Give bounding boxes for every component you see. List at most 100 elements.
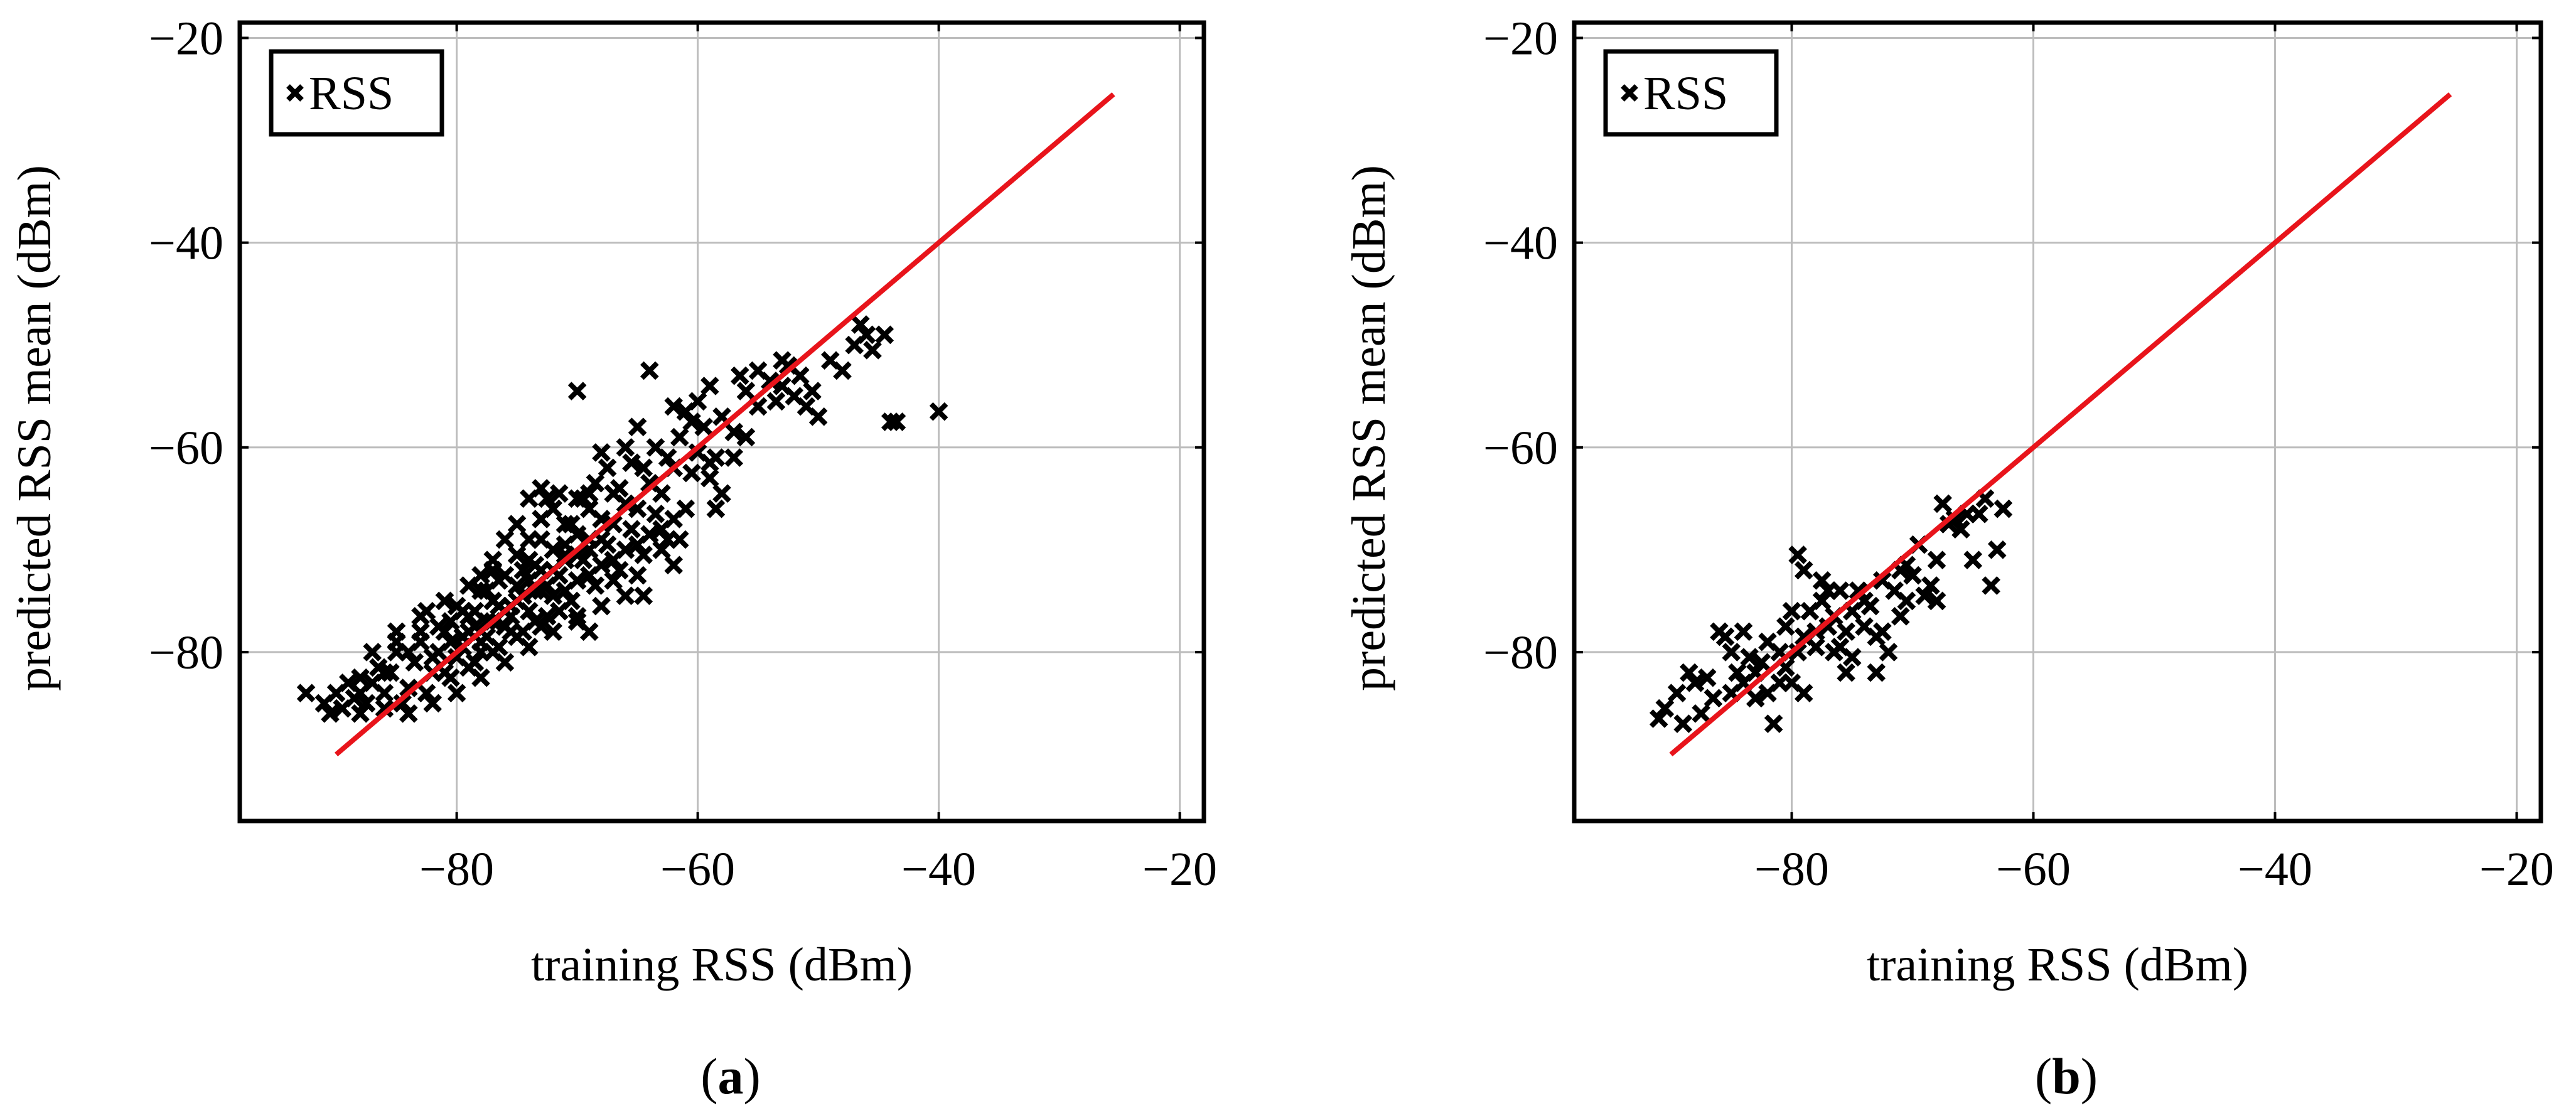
data-point xyxy=(417,601,436,621)
data-point xyxy=(1788,643,1807,662)
subplot-caption-b: (b) xyxy=(2035,1048,2098,1105)
data-point xyxy=(652,520,671,539)
data-point xyxy=(1879,643,1898,662)
data-point xyxy=(1818,581,1838,600)
data-point xyxy=(296,684,316,702)
x-tick-label: −80 xyxy=(419,843,494,896)
data-point xyxy=(483,550,503,569)
data-point xyxy=(1982,576,2000,595)
data-point xyxy=(507,627,527,647)
subplot-caption-letter: b xyxy=(2052,1048,2081,1105)
data-point xyxy=(694,417,714,436)
data-point xyxy=(616,586,635,606)
data-point xyxy=(562,515,581,534)
data-point xyxy=(609,479,629,498)
data-point xyxy=(700,453,719,473)
x-tick-label: −60 xyxy=(1996,843,2071,896)
data-point xyxy=(586,576,605,595)
legend-b: RSS xyxy=(1603,49,1779,137)
data-point xyxy=(1915,586,1935,606)
legend-label-b: RSS xyxy=(1643,67,1728,120)
data-point xyxy=(640,361,659,380)
y-tick-labels-b: −20 −40 −60 −80 xyxy=(1483,12,1558,679)
data-point xyxy=(766,392,786,411)
data-point xyxy=(609,561,629,580)
data-point xyxy=(1734,622,1753,641)
data-point xyxy=(622,453,641,473)
data-point xyxy=(321,704,340,723)
data-point xyxy=(532,479,550,498)
data-point xyxy=(808,407,828,426)
legend-box-b xyxy=(1603,49,1779,137)
data-point xyxy=(748,361,768,380)
data-point xyxy=(393,694,412,713)
data-point xyxy=(1849,581,1868,600)
data-point xyxy=(634,545,653,564)
data-point xyxy=(833,361,852,380)
data-point xyxy=(851,315,870,334)
data-point xyxy=(676,499,695,518)
y-tick-label: −60 xyxy=(149,422,223,475)
data-point xyxy=(1891,607,1910,626)
data-point xyxy=(628,566,647,585)
data-point xyxy=(652,540,671,559)
data-point xyxy=(670,427,689,447)
data-point xyxy=(1722,643,1741,662)
data-point xyxy=(363,643,382,662)
data-point xyxy=(598,458,617,478)
data-point xyxy=(1685,674,1705,692)
legend-x-icon xyxy=(286,84,304,102)
data-point xyxy=(1673,714,1693,733)
data-point xyxy=(375,684,394,702)
data-point xyxy=(405,653,424,672)
data-point xyxy=(471,643,490,662)
subplot-caption-letter: a xyxy=(718,1048,744,1105)
data-point xyxy=(459,658,478,677)
data-point xyxy=(1794,684,1813,702)
data-point xyxy=(1770,674,1790,692)
data-point xyxy=(1963,550,1983,569)
data-point xyxy=(1788,545,1807,564)
y-tick-label: −40 xyxy=(1483,217,1558,270)
data-point xyxy=(544,586,563,606)
data-point xyxy=(604,550,623,569)
plot-frame-b xyxy=(1572,20,2543,824)
data-point xyxy=(658,448,677,467)
x-tick-label: −40 xyxy=(901,843,976,896)
data-point xyxy=(537,489,557,508)
data-point xyxy=(429,617,448,636)
data-point xyxy=(592,596,611,616)
data-point xyxy=(622,520,641,539)
data-point xyxy=(1704,689,1723,708)
data-point xyxy=(700,377,719,395)
data-point xyxy=(1692,704,1710,723)
data-point xyxy=(1655,699,1675,718)
data-point xyxy=(544,499,563,518)
data-point xyxy=(1667,684,1687,702)
data-point xyxy=(736,382,756,400)
data-point xyxy=(664,556,684,575)
data-point xyxy=(1945,510,1965,529)
data-point xyxy=(1806,637,1825,657)
legend-box-a xyxy=(269,49,444,137)
y-axis-title-b: predicted RSS mean (dBm) xyxy=(1343,165,1395,691)
legend-marker-icon-a xyxy=(286,84,304,102)
data-point xyxy=(875,325,894,345)
data-point xyxy=(1812,571,1832,590)
data-point xyxy=(544,622,563,641)
data-point xyxy=(706,499,726,518)
data-point xyxy=(1927,550,1946,569)
data-point xyxy=(495,530,515,549)
data-point xyxy=(1842,648,1862,667)
data-point xyxy=(579,484,599,503)
data-point xyxy=(351,704,370,723)
data-point xyxy=(447,684,466,702)
data-point xyxy=(664,397,684,416)
data-point xyxy=(682,463,701,483)
data-point xyxy=(1697,668,1717,687)
y-tick-label: −40 xyxy=(149,217,223,270)
data-point xyxy=(1764,714,1783,733)
data-point xyxy=(1927,591,1946,611)
data-point xyxy=(700,468,719,488)
